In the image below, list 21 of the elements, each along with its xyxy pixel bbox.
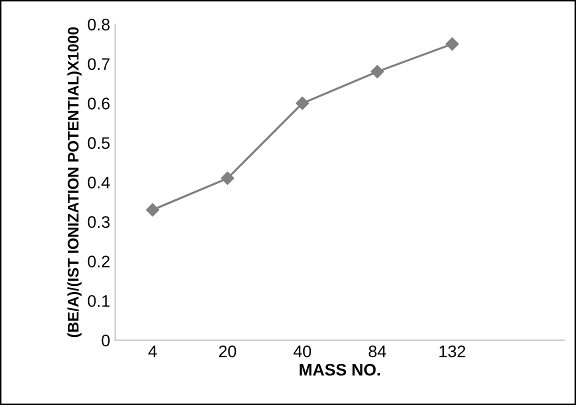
x-tick-label: 132 bbox=[440, 346, 466, 358]
point bbox=[446, 37, 459, 51]
y-tick-label: 0.2 bbox=[88, 256, 110, 268]
y-tick-label: 0 bbox=[102, 334, 110, 346]
x-tick-label: 40 bbox=[294, 346, 312, 358]
y-tick-label: 0.6 bbox=[88, 98, 110, 110]
y-tick-label: 0.7 bbox=[88, 58, 110, 70]
x-tick-label: 20 bbox=[219, 346, 236, 358]
y-tick-label: 0.5 bbox=[88, 137, 110, 149]
point bbox=[146, 203, 160, 216]
y-tick-label: 0.1 bbox=[88, 295, 110, 307]
x-axis-title: MASS NO. bbox=[300, 364, 380, 376]
point bbox=[370, 65, 384, 78]
y-tick-label: 0.8 bbox=[88, 18, 110, 31]
y-tick-label: 0.3 bbox=[88, 216, 110, 228]
x-tick-label: 84 bbox=[368, 346, 386, 358]
y-tick-label: 0.4 bbox=[88, 176, 110, 188]
x-tick-label: 4 bbox=[148, 346, 157, 358]
y-axis-title: (BE/A)/(IST IONIZATION POTENTIAL)X1000 bbox=[67, 27, 82, 338]
point bbox=[220, 172, 234, 185]
point bbox=[296, 96, 309, 110]
